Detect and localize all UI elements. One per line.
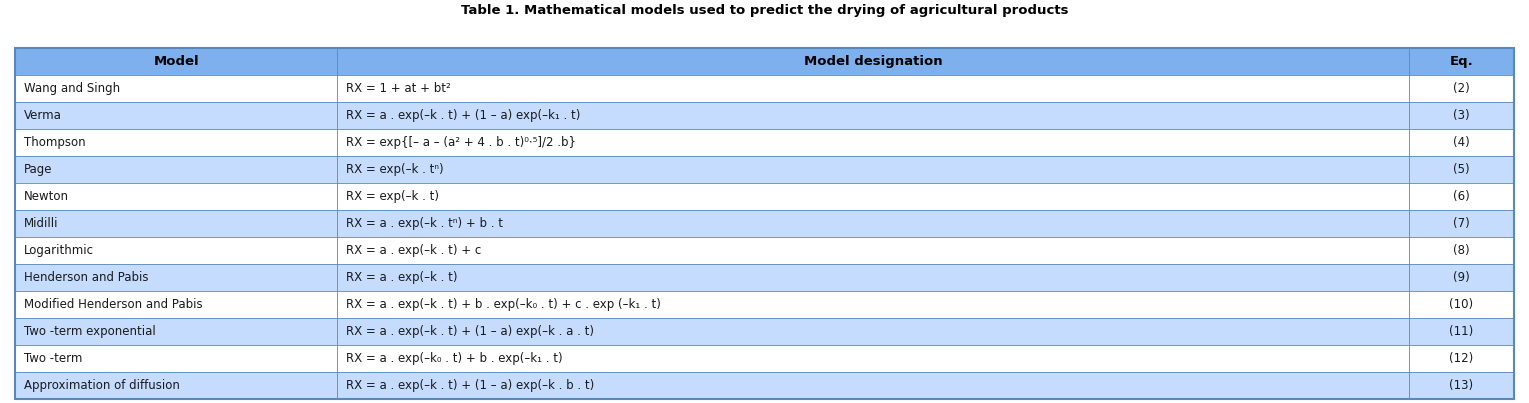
- Text: RX = a . exp(–k . t) + (1 – a) exp(–k . b . t): RX = a . exp(–k . t) + (1 – a) exp(–k . …: [347, 379, 595, 392]
- Bar: [1408, 264, 1514, 291]
- Bar: [1408, 237, 1514, 264]
- Text: Page: Page: [24, 163, 54, 176]
- Text: (12): (12): [1449, 352, 1474, 365]
- Text: Two -term exponential: Two -term exponential: [24, 325, 156, 338]
- Bar: [15, 291, 338, 318]
- Text: Logarithmic: Logarithmic: [24, 244, 95, 257]
- Bar: [1408, 291, 1514, 318]
- Bar: [338, 372, 1408, 399]
- Text: (8): (8): [1453, 244, 1469, 257]
- Bar: [1408, 318, 1514, 345]
- Text: Modified Henderson and Pabis: Modified Henderson and Pabis: [24, 298, 203, 311]
- Bar: [15, 264, 338, 291]
- Bar: [15, 237, 338, 264]
- Text: Eq.: Eq.: [1449, 55, 1472, 69]
- Text: (4): (4): [1453, 136, 1469, 149]
- Text: Model: Model: [153, 55, 199, 69]
- Bar: [338, 345, 1408, 372]
- Bar: [338, 264, 1408, 291]
- Text: (6): (6): [1453, 190, 1469, 203]
- Bar: [15, 183, 338, 210]
- Bar: [338, 318, 1408, 345]
- Bar: [338, 48, 1408, 75]
- Bar: [338, 237, 1408, 264]
- Text: RX = a . exp(–k . t): RX = a . exp(–k . t): [347, 271, 459, 284]
- Text: (9): (9): [1453, 271, 1469, 284]
- Text: RX = a . exp(–k . t) + (1 – a) exp(–k₁ . t): RX = a . exp(–k . t) + (1 – a) exp(–k₁ .…: [347, 109, 581, 122]
- Text: RX = 1 + at + bt²: RX = 1 + at + bt²: [347, 82, 451, 96]
- Bar: [338, 102, 1408, 129]
- Bar: [1408, 210, 1514, 237]
- Bar: [338, 129, 1408, 156]
- Bar: [15, 372, 338, 399]
- Bar: [338, 156, 1408, 183]
- Bar: [1408, 102, 1514, 129]
- Text: Midilli: Midilli: [24, 217, 58, 230]
- Bar: [1408, 48, 1514, 75]
- Text: RX = a . exp(–k . t) + b . exp(–k₀ . t) + c . exp (–k₁ . t): RX = a . exp(–k . t) + b . exp(–k₀ . t) …: [347, 298, 662, 311]
- Bar: [15, 75, 338, 102]
- Bar: [338, 291, 1408, 318]
- Text: Wang and Singh: Wang and Singh: [24, 82, 121, 96]
- Text: Verma: Verma: [24, 109, 63, 122]
- Text: RX = exp(–k . tⁿ): RX = exp(–k . tⁿ): [347, 163, 443, 176]
- Text: (5): (5): [1453, 163, 1469, 176]
- Text: RX = exp(–k . t): RX = exp(–k . t): [347, 190, 439, 203]
- Text: Two -term: Two -term: [24, 352, 83, 365]
- Text: (2): (2): [1453, 82, 1469, 96]
- Bar: [338, 183, 1408, 210]
- Text: RX = exp{[– a – (a² + 4 . b . t)⁰⋅⁵]/2 .b}: RX = exp{[– a – (a² + 4 . b . t)⁰⋅⁵]/2 .…: [347, 136, 576, 149]
- Text: Newton: Newton: [24, 190, 69, 203]
- Bar: [1408, 75, 1514, 102]
- Bar: [15, 345, 338, 372]
- Text: RX = a . exp(–k . t) + c: RX = a . exp(–k . t) + c: [347, 244, 482, 257]
- Bar: [15, 129, 338, 156]
- Bar: [338, 210, 1408, 237]
- Text: RX = a . exp(–k₀ . t) + b . exp(–k₁ . t): RX = a . exp(–k₀ . t) + b . exp(–k₁ . t): [347, 352, 563, 365]
- Text: Thompson: Thompson: [24, 136, 86, 149]
- Text: (3): (3): [1453, 109, 1469, 122]
- Bar: [338, 75, 1408, 102]
- Text: Model designation: Model designation: [804, 55, 942, 69]
- Bar: [15, 156, 338, 183]
- Text: (11): (11): [1449, 325, 1474, 338]
- Bar: [1408, 345, 1514, 372]
- Text: Table 1. Mathematical models used to predict the drying of agricultural products: Table 1. Mathematical models used to pre…: [460, 4, 1069, 17]
- Text: (7): (7): [1453, 217, 1469, 230]
- Bar: [1408, 129, 1514, 156]
- Bar: [15, 102, 338, 129]
- Text: (13): (13): [1449, 379, 1474, 392]
- Bar: [1408, 156, 1514, 183]
- Text: (10): (10): [1449, 298, 1474, 311]
- Bar: [15, 210, 338, 237]
- Text: Henderson and Pabis: Henderson and Pabis: [24, 271, 148, 284]
- Text: RX = a . exp(–k . tⁿ) + b . t: RX = a . exp(–k . tⁿ) + b . t: [347, 217, 503, 230]
- Bar: [1408, 372, 1514, 399]
- Bar: [15, 48, 338, 75]
- Text: Approximation of diffusion: Approximation of diffusion: [24, 379, 180, 392]
- Bar: [1408, 183, 1514, 210]
- Bar: [15, 318, 338, 345]
- Text: RX = a . exp(–k . t) + (1 – a) exp(–k . a . t): RX = a . exp(–k . t) + (1 – a) exp(–k . …: [347, 325, 595, 338]
